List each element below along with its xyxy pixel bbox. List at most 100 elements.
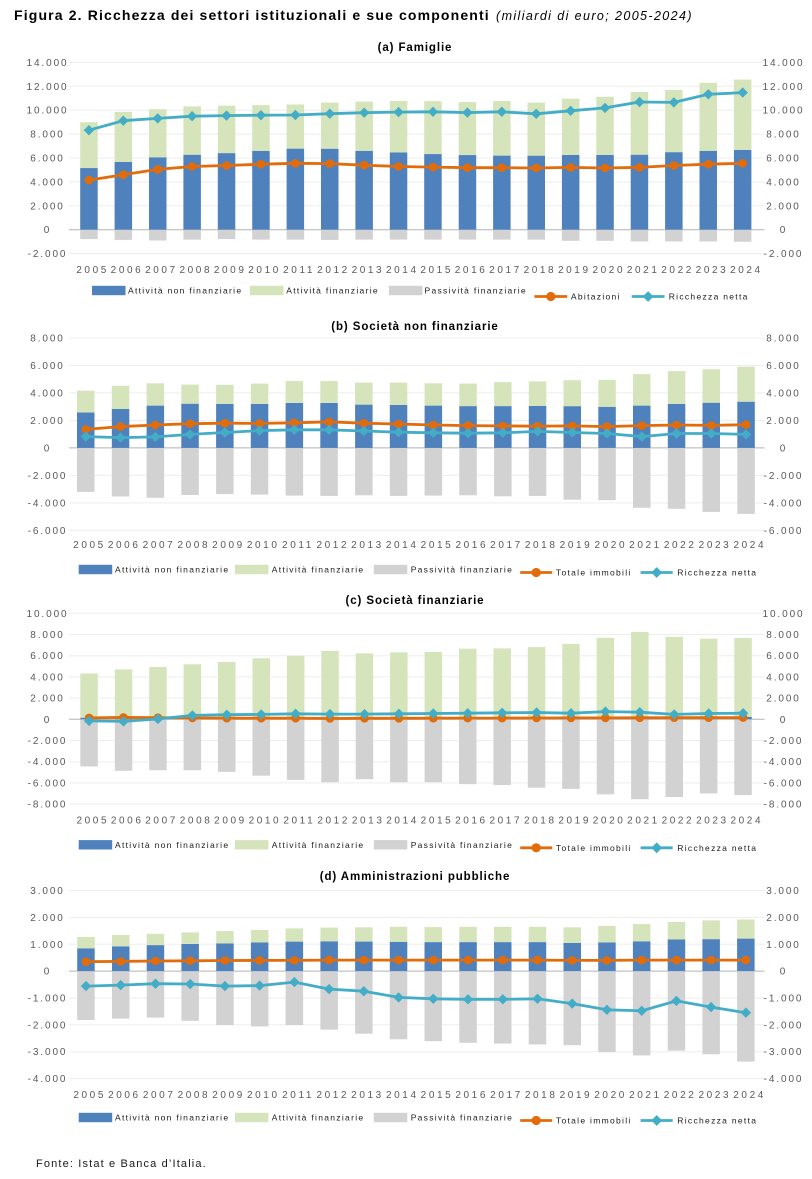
svg-text:2012: 2012 [316,540,349,551]
svg-text:2019: 2019 [560,1090,593,1101]
svg-text:0: 0 [780,225,787,236]
svg-text:2023: 2023 [696,815,729,826]
svg-text:8.000: 8.000 [30,630,65,641]
svg-text:2016: 2016 [455,815,488,826]
svg-text:-3.000: -3.000 [28,1047,68,1058]
svg-text:2016: 2016 [455,540,488,551]
svg-text:2014: 2014 [386,1090,419,1101]
svg-text:0: 0 [780,715,787,726]
svg-text:0: 0 [44,225,51,236]
svg-text:2020: 2020 [593,815,626,826]
svg-text:Attività non finanziarie: Attività non finanziarie [115,1113,229,1123]
svg-text:10.000: 10.000 [763,106,805,117]
svg-text:6.000: 6.000 [766,361,801,372]
svg-text:2022: 2022 [664,540,697,551]
svg-text:2.000: 2.000 [766,694,801,705]
svg-text:(c) Società finanziarie: (c) Società finanziarie [346,595,485,607]
svg-text:2010: 2010 [247,540,280,551]
svg-text:6.000: 6.000 [30,651,65,662]
svg-text:2024: 2024 [730,265,763,276]
svg-text:2007: 2007 [143,540,176,551]
svg-text:2022: 2022 [661,265,694,276]
svg-text:-2.000: -2.000 [28,736,68,747]
svg-text:2014: 2014 [386,265,419,276]
svg-text:14.000: 14.000 [763,58,805,69]
svg-text:Ricchezza netta: Ricchezza netta [677,568,757,578]
svg-text:Passività finanziarie: Passività finanziarie [411,1113,513,1123]
svg-text:2013: 2013 [351,1090,384,1101]
svg-text:Ricchezza netta: Ricchezza netta [677,1116,757,1126]
svg-text:-4.000: -4.000 [28,757,68,768]
svg-text:2008: 2008 [180,815,213,826]
svg-text:Attività non finanziarie: Attività non finanziarie [128,286,242,296]
svg-text:2006: 2006 [108,1090,141,1101]
svg-text:-3.000: -3.000 [764,1047,804,1058]
svg-text:2017: 2017 [489,815,522,826]
svg-text:4.000: 4.000 [30,672,65,683]
svg-text:6.000: 6.000 [766,651,801,662]
svg-text:4.000: 4.000 [30,177,65,188]
svg-text:2008: 2008 [178,1090,211,1101]
svg-text:2009: 2009 [214,815,247,826]
svg-text:2011: 2011 [282,540,314,551]
svg-text:2022: 2022 [664,1090,697,1101]
svg-text:2021: 2021 [629,540,662,551]
svg-text:12.000: 12.000 [763,82,805,93]
svg-text:-6.000: -6.000 [28,778,68,789]
svg-text:2023: 2023 [698,1090,731,1101]
svg-text:2020: 2020 [594,540,627,551]
svg-text:2010: 2010 [248,265,281,276]
svg-text:Attività finanziarie: Attività finanziarie [272,565,365,575]
svg-text:-4.000: -4.000 [764,498,804,509]
svg-text:2005: 2005 [73,1090,106,1101]
svg-text:2019: 2019 [558,815,591,826]
svg-text:8.000: 8.000 [766,630,801,641]
svg-text:-2.000: -2.000 [28,471,68,482]
svg-text:2023: 2023 [699,540,732,551]
svg-text:-6.000: -6.000 [764,778,804,789]
svg-text:2019: 2019 [558,265,591,276]
svg-text:Passività finanziarie: Passività finanziarie [411,840,513,850]
svg-text:2021: 2021 [627,265,660,276]
svg-text:2007: 2007 [145,815,178,826]
svg-text:1.000: 1.000 [766,940,801,951]
svg-text:8.000: 8.000 [766,130,801,141]
svg-text:Attività non finanziarie: Attività non finanziarie [115,840,229,850]
svg-text:14.000: 14.000 [27,58,69,69]
svg-text:2013: 2013 [352,265,385,276]
svg-text:2024: 2024 [733,540,766,551]
svg-text:-4.000: -4.000 [28,498,68,509]
svg-text:2005: 2005 [73,540,106,551]
svg-text:Fonte: Istat e Banca d’Italia.: Fonte: Istat e Banca d’Italia. [36,1158,207,1170]
svg-text:2012: 2012 [317,265,350,276]
svg-text:3.000: 3.000 [30,886,65,897]
svg-text:2008: 2008 [179,265,212,276]
svg-text:2007: 2007 [143,1090,176,1101]
svg-text:2017: 2017 [490,540,523,551]
svg-text:2023: 2023 [696,265,729,276]
svg-text:-2.000: -2.000 [764,471,804,482]
svg-text:2009: 2009 [212,540,245,551]
svg-text:2.000: 2.000 [30,913,65,924]
svg-text:2.000: 2.000 [30,201,65,212]
svg-text:-2.000: -2.000 [764,1020,804,1031]
svg-text:2005: 2005 [76,265,109,276]
svg-text:2012: 2012 [316,1090,349,1101]
svg-text:4.000: 4.000 [766,672,801,683]
svg-text:2018: 2018 [525,1090,558,1101]
svg-text:(d) Amministrazioni pubbliche: (d) Amministrazioni pubbliche [320,871,511,883]
svg-text:2.000: 2.000 [766,416,801,427]
svg-text:1.000: 1.000 [30,940,65,951]
svg-text:-2.000: -2.000 [764,736,804,747]
svg-text:-8.000: -8.000 [764,800,804,811]
svg-text:2.000: 2.000 [766,913,801,924]
svg-text:2019: 2019 [560,540,593,551]
svg-text:2009: 2009 [212,1090,245,1101]
svg-text:Passività finanziarie: Passività finanziarie [425,286,527,296]
svg-text:Abitazioni: Abitazioni [571,292,621,302]
svg-text:6.000: 6.000 [30,361,65,372]
svg-text:2020: 2020 [592,265,625,276]
svg-text:2021: 2021 [629,1090,662,1101]
svg-text:-2.000: -2.000 [28,1020,68,1031]
svg-text:2017: 2017 [490,1090,523,1101]
